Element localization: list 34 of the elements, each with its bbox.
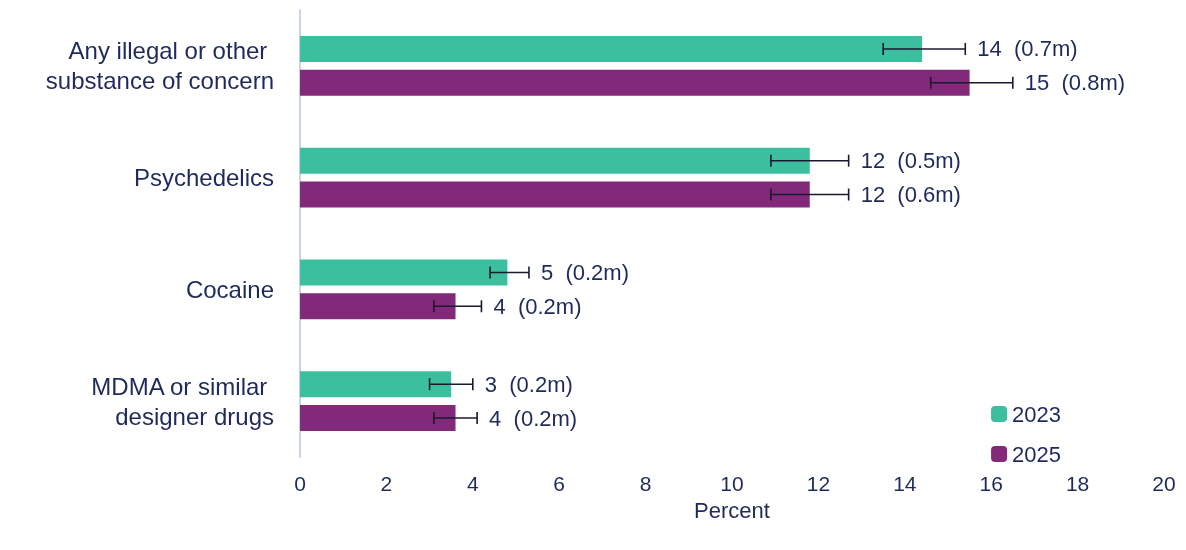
y-tick-label: Psychedelics — [133, 164, 274, 192]
data-label: 4 (0.2m) — [493, 293, 582, 319]
legend-label: 2025 — [1012, 441, 1062, 467]
x-tick-label: 8 — [639, 472, 652, 495]
data-label: 12 (0.6m) — [860, 182, 961, 208]
data-label: 5 (0.2m) — [540, 259, 629, 285]
bar — [300, 35, 923, 62]
bar — [300, 69, 970, 96]
x-tick-label: 18 — [1065, 472, 1090, 495]
x-tick-label: 14 — [893, 472, 917, 495]
x-tick-label: 2 — [380, 472, 393, 495]
y-tick-label: Any illegal or other substance of concern — [45, 37, 274, 95]
x-tick-label: 10 — [720, 472, 744, 495]
bar — [300, 371, 452, 398]
x-tick-label: 12 — [806, 472, 831, 495]
legend-label: 2023 — [1012, 401, 1062, 427]
bar — [300, 293, 456, 320]
data-label: 15 (0.8m) — [1024, 70, 1126, 96]
data-label: 14 (0.7m) — [977, 36, 1078, 62]
x-tick-label: 4 — [466, 472, 479, 495]
bar — [300, 259, 508, 286]
bar — [300, 405, 456, 432]
data-label: 3 (0.2m) — [484, 371, 573, 397]
bar — [300, 147, 810, 174]
x-tick-label: 0 — [294, 472, 306, 495]
x-tick-label: 16 — [979, 472, 1003, 495]
bar — [300, 181, 810, 208]
x-tick-label: 6 — [553, 472, 566, 495]
y-tick-label: Cocaine — [185, 275, 274, 303]
y-tick-label: MDMA or similar designer drugs — [91, 372, 274, 430]
data-label: 4 (0.2m) — [489, 405, 578, 431]
x-tick-label: 20 — [1152, 472, 1176, 495]
data-label: 12 (0.5m) — [860, 148, 961, 174]
x-axis-title: Percent — [694, 497, 770, 523]
